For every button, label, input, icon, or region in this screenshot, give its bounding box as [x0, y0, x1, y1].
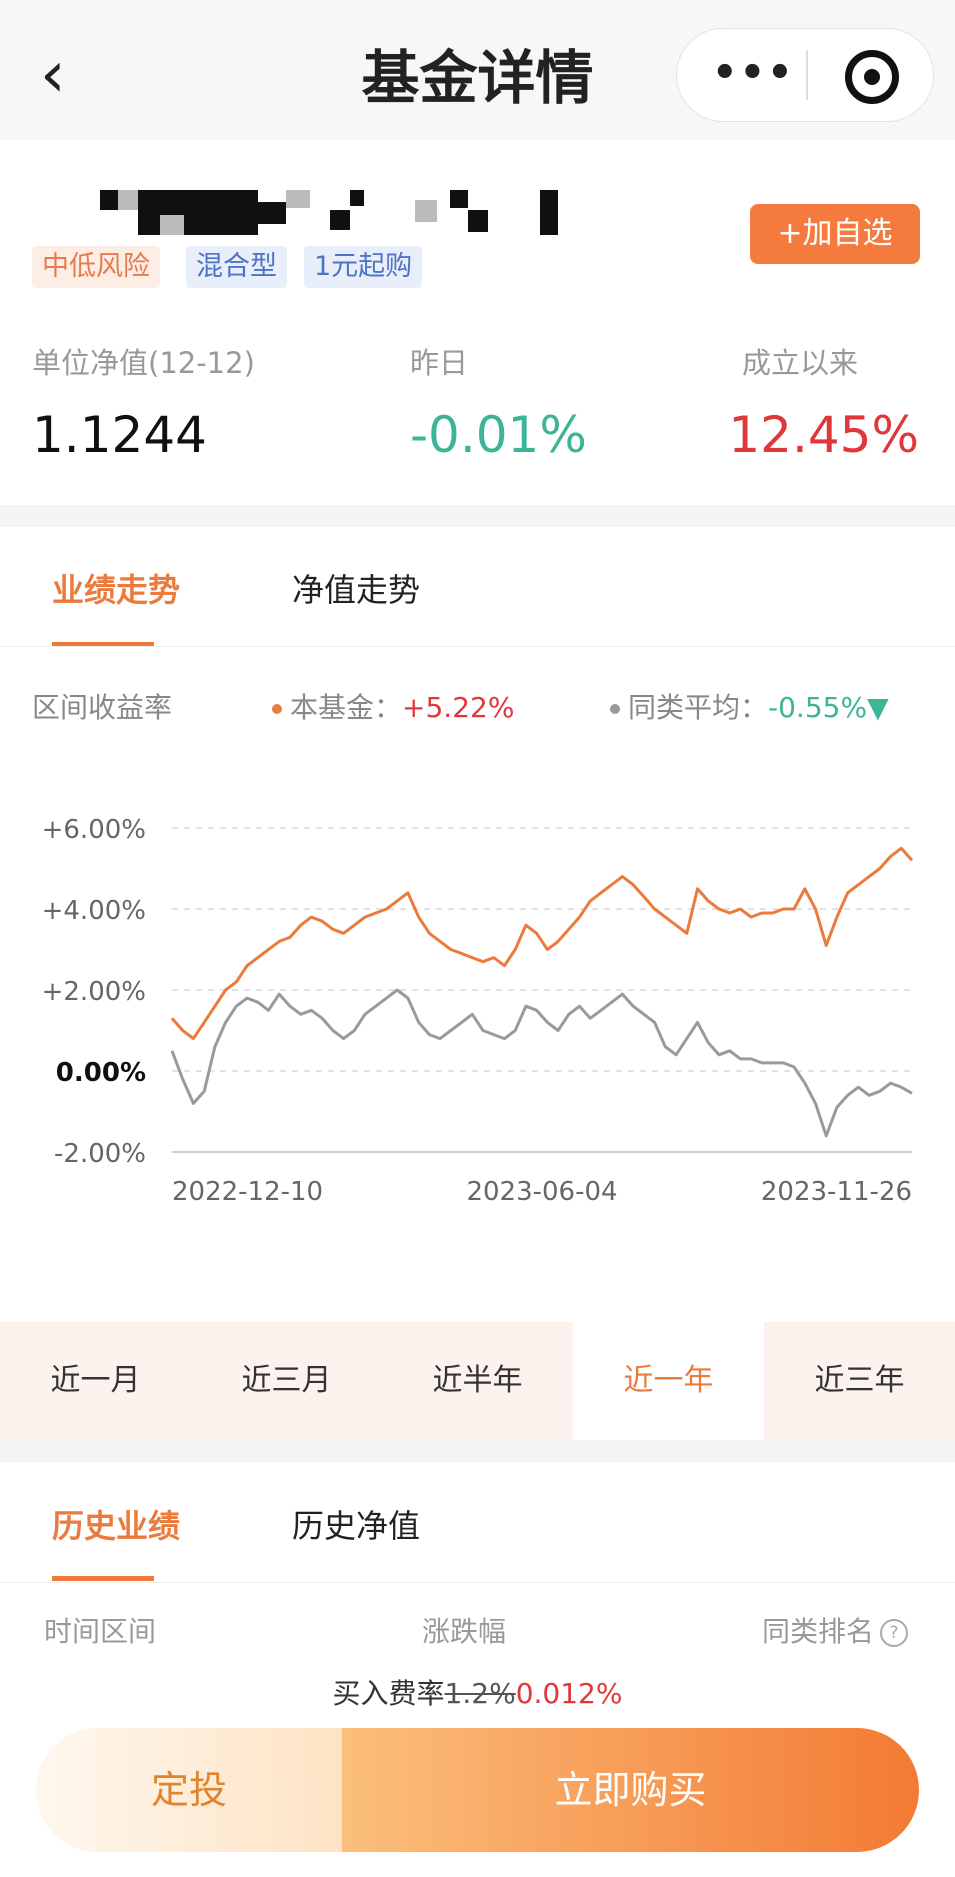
- period-tab-6m[interactable]: 近半年: [432, 1363, 523, 1398]
- chart-card: [0, 527, 955, 1322]
- action-buttons: 定投 立即购买: [36, 1728, 919, 1852]
- column-rank-label: 同类排名: [762, 1615, 875, 1648]
- range-return-label: 区间收益率: [32, 691, 173, 724]
- auto-invest-button[interactable]: 定投: [36, 1728, 342, 1852]
- legend-dot-icon: [272, 704, 282, 714]
- add-watchlist-button[interactable]: +加自选: [750, 204, 920, 264]
- y-tick-label: +4.00%: [42, 896, 146, 926]
- capsule-divider: [806, 50, 808, 100]
- tab-history-nav[interactable]: 历史净值: [292, 1507, 421, 1545]
- fee-new: 0.012%: [515, 1677, 623, 1710]
- series-line-average: [170, 988, 913, 1138]
- period-tab-1m[interactable]: 近一月: [50, 1363, 141, 1398]
- active-period-bg: [573, 1322, 764, 1440]
- legend-dot-icon: [610, 704, 620, 714]
- nav-label: 单位净值(12-12): [32, 346, 255, 380]
- legend-fund-value: +5.22%: [402, 691, 515, 724]
- since-inception-value: 12.45%: [728, 406, 919, 464]
- back-icon[interactable]: ‹: [40, 38, 66, 112]
- x-tick-label: 2023-11-26: [761, 1177, 912, 1207]
- more-icon[interactable]: •••: [712, 50, 795, 96]
- active-tab-indicator: [52, 642, 154, 647]
- help-icon[interactable]: ?: [880, 1619, 909, 1647]
- legend-fund-label: 本基金：: [290, 691, 403, 724]
- buy-now-button[interactable]: 立即购买: [342, 1728, 919, 1852]
- tab-history-performance[interactable]: 历史业绩: [52, 1507, 181, 1545]
- column-period: 时间区间: [44, 1615, 157, 1648]
- y-tick-label: +2.00%: [42, 977, 146, 1007]
- fee-old: 1.2%: [444, 1677, 516, 1710]
- period-tab-3m[interactable]: 近三月: [241, 1363, 332, 1398]
- yesterday-value: -0.01%: [410, 406, 587, 464]
- period-tab-1y[interactable]: 近一年: [623, 1363, 714, 1398]
- fee-rate: 买入费率1.2%0.012%: [0, 1672, 955, 1712]
- y-tick-label: -2.00%: [54, 1139, 146, 1169]
- y-tick-label: 0.00%: [56, 1058, 146, 1088]
- divider: [0, 1582, 955, 1583]
- performance-chart: +6.00% +4.00% +2.00% 0.00% -2.00% 2022-12-10 2…: [42, 815, 914, 1207]
- legend-avg-value: -0.55%▼: [768, 691, 889, 724]
- fee-label: 买入费率: [332, 1677, 445, 1710]
- close-target-icon[interactable]: [845, 50, 899, 104]
- min-purchase-tag: 1元起购: [304, 246, 423, 288]
- risk-tag: 中低风险: [32, 246, 160, 288]
- legend-average[interactable]: 同类平均：-0.55%▼: [610, 686, 889, 726]
- series-line-fund: [170, 846, 914, 1041]
- tab-performance-trend[interactable]: 业绩走势: [52, 571, 181, 609]
- fund-name-redacted-icon: [100, 190, 570, 235]
- column-rank: 同类排名?: [762, 1610, 909, 1650]
- legend-avg-label: 同类平均：: [628, 691, 769, 724]
- legend-fund: 本基金：+5.22%: [272, 686, 514, 726]
- nav-value: 1.1244: [32, 406, 207, 464]
- column-change: 涨跌幅: [422, 1615, 507, 1648]
- x-tick-label: 2023-06-04: [466, 1177, 617, 1207]
- period-selector: [0, 1322, 955, 1440]
- type-tag: 混合型: [186, 246, 287, 288]
- y-tick-label: +6.00%: [42, 815, 146, 845]
- x-tick-label: 2022-12-10: [172, 1177, 323, 1207]
- tab-nav-trend[interactable]: 净值走势: [292, 571, 421, 609]
- yesterday-label: 昨日: [410, 346, 469, 380]
- active-tab-indicator: [52, 1576, 154, 1581]
- divider: [0, 646, 955, 647]
- since-inception-label: 成立以来: [742, 346, 859, 380]
- period-tab-3y[interactable]: 近三年: [814, 1363, 905, 1398]
- page-title: 基金详情: [361, 44, 594, 112]
